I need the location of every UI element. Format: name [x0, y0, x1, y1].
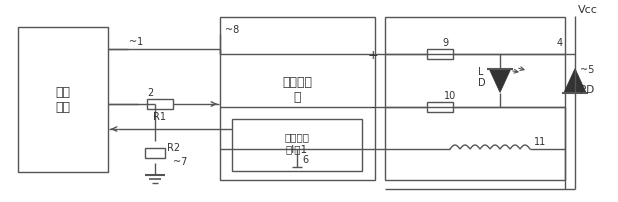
Text: 6: 6 [302, 154, 308, 164]
Bar [427, 102, 453, 113]
Text: ~5: ~5 [580, 65, 595, 75]
Text: R1: R1 [153, 112, 166, 121]
Text: Vcc: Vcc [578, 5, 598, 15]
Text: L
D: L D [478, 66, 486, 88]
Text: R2: R2 [167, 142, 180, 152]
Bar [147, 100, 173, 109]
Text: 激光驱动
器: 激光驱动 器 [282, 76, 312, 103]
Bar [220, 18, 375, 180]
Text: 9: 9 [442, 38, 448, 48]
Text: ~7: ~7 [173, 156, 187, 166]
Text: PD: PD [580, 84, 595, 94]
Text: -: - [371, 101, 375, 114]
Bar [18, 28, 108, 172]
Text: 镜像电流
源I：1: 镜像电流 源I：1 [284, 132, 310, 153]
Text: 2: 2 [147, 87, 153, 98]
Text: ~8: ~8 [225, 25, 239, 35]
Text: 11: 11 [534, 136, 546, 146]
Bar [385, 18, 565, 180]
Text: 10: 10 [444, 90, 456, 101]
Text: 微处
理器: 微处 理器 [56, 86, 70, 114]
Text: 4: 4 [557, 38, 563, 48]
Bar [145, 148, 165, 158]
Text: +: + [368, 48, 378, 61]
Text: ~1: ~1 [129, 37, 143, 47]
Bar [232, 119, 362, 171]
Polygon shape [489, 69, 511, 93]
Polygon shape [564, 69, 586, 93]
Bar [427, 50, 453, 60]
